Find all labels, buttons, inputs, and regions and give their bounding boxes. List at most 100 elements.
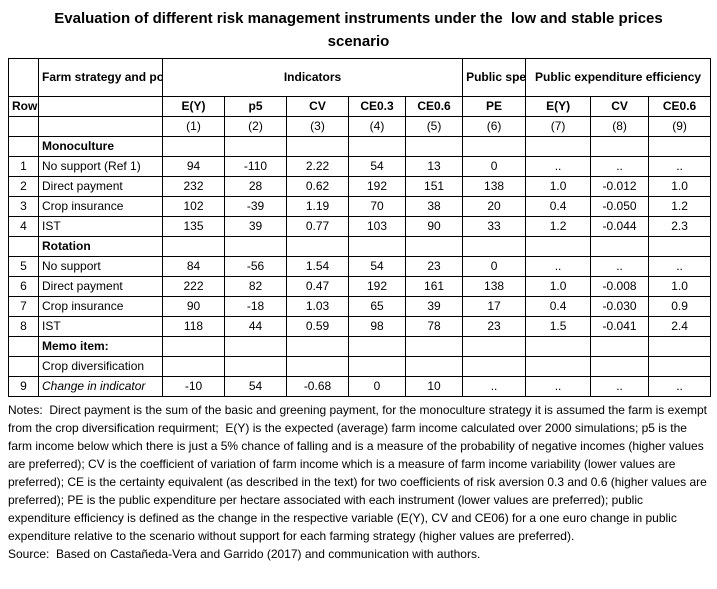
value-cell: -0.044: [590, 216, 650, 237]
header-col-cv2: CV: [590, 96, 650, 117]
row-number-cell: 7: [8, 296, 39, 317]
value-cell: 23: [462, 316, 527, 337]
value-cell: 33: [462, 216, 527, 237]
value-cell: 192: [348, 176, 406, 197]
value-cell: -110: [224, 156, 287, 177]
table-row-5: 5 No support 84 -56 1.54 54 23 0 .. .. .…: [8, 256, 712, 277]
strategy-label-cell: Crop insurance: [38, 196, 163, 217]
value-cell: 0: [462, 156, 527, 177]
value-cell: -18: [224, 296, 287, 317]
header-empty-cell: [8, 58, 39, 97]
value-cell: 1.0: [525, 276, 592, 297]
value-cell: ..: [590, 156, 650, 177]
section-row-monoculture: Monoculture: [8, 136, 712, 157]
row-number-cell: 2: [8, 176, 39, 197]
header-columns-row: Row E(Y) p5 CV CE0.3 CE0.6 PE E(Y) CV CE…: [8, 96, 712, 117]
header-num-6: (6): [462, 116, 527, 137]
row-number-cell: 4: [8, 216, 39, 237]
value-cell: 161: [404, 276, 464, 297]
header-row-label: Row: [8, 96, 39, 117]
value-cell: ..: [590, 376, 650, 397]
row-number-cell: 1: [8, 156, 39, 177]
page: Evaluation of different risk management …: [0, 7, 717, 589]
value-cell: 65: [348, 296, 406, 317]
value-cell: 1.0: [648, 176, 712, 197]
section-label: Rotation: [38, 236, 163, 257]
value-cell: ..: [590, 256, 650, 277]
value-cell: 20: [462, 196, 527, 217]
header-num-3: (3): [286, 116, 349, 137]
value-cell: 23: [404, 256, 464, 277]
header-empty-cell: [38, 96, 163, 117]
value-cell: 54: [348, 156, 406, 177]
value-cell: 70: [348, 196, 406, 217]
header-col-pe: PE: [462, 96, 527, 117]
value-cell: -39: [224, 196, 287, 217]
header-num-4: (4): [348, 116, 406, 137]
header-num-7: (7): [525, 116, 592, 137]
strategy-label-cell: Change in indicator: [38, 376, 163, 397]
table-row-7: 7 Crop insurance 90 -18 1.03 65 39 17 0.…: [8, 296, 712, 317]
strategy-label-cell: No support (Ref 1): [38, 156, 163, 177]
value-cell: 118: [162, 316, 225, 337]
header-num-1: (1): [162, 116, 225, 137]
value-cell: 1.54: [286, 256, 349, 277]
table-row-2: 2 Direct payment 232 28 0.62 192 151 138…: [8, 176, 712, 197]
value-cell: 44: [224, 316, 287, 337]
value-cell: 82: [224, 276, 287, 297]
header-col-ce03: CE0.3: [348, 96, 406, 117]
value-cell: -0.012: [590, 176, 650, 197]
table-row-3: 3 Crop insurance 102 -39 1.19 70 38 20 0…: [8, 196, 712, 217]
section-row-rotation: Rotation: [8, 236, 712, 257]
header-farm-strategy: Farm strategy and policy instrument: [38, 58, 163, 97]
value-cell: 1.0: [648, 276, 712, 297]
value-cell: 138: [462, 176, 527, 197]
value-cell: -56: [224, 256, 287, 277]
row-number-cell: 5: [8, 256, 39, 277]
value-cell: 1.2: [648, 196, 712, 217]
header-indicators: Indicators: [161, 58, 464, 97]
value-cell: 1.2: [525, 216, 592, 237]
header-col-ey: E(Y): [162, 96, 225, 117]
value-cell: 1.5: [525, 316, 592, 337]
value-cell: 2.4: [648, 316, 712, 337]
value-cell: 28: [224, 176, 287, 197]
value-cell: 1.19: [286, 196, 349, 217]
row-number-cell: 8: [8, 316, 39, 337]
value-cell: 0.4: [525, 296, 592, 317]
value-cell: 39: [404, 296, 464, 317]
header-public-spending: Public spending: [462, 58, 527, 97]
value-cell: 84: [162, 256, 225, 277]
header-col-p5: p5: [224, 96, 287, 117]
header-numbers-row: (1) (2) (3) (4) (5) (6) (7) (8) (9): [8, 116, 712, 137]
table-row-4: 4 IST 135 39 0.77 103 90 33 1.2 -0.044 2…: [8, 216, 712, 237]
value-cell: 2.22: [286, 156, 349, 177]
value-cell: 1.03: [286, 296, 349, 317]
value-cell: 0: [462, 256, 527, 277]
row-number-cell: 6: [8, 276, 39, 297]
value-cell: 222: [162, 276, 225, 297]
header-col-ce06: CE0.6: [404, 96, 464, 117]
value-cell: 38: [404, 196, 464, 217]
header-group-row: Farm strategy and policy instrument Indi…: [8, 58, 712, 97]
section-label: Memo item:: [38, 336, 163, 357]
results-table: Farm strategy and policy instrument Indi…: [8, 58, 712, 397]
value-cell: 10: [404, 376, 464, 397]
strategy-label-cell: Crop insurance: [38, 296, 163, 317]
value-cell: 0: [348, 376, 406, 397]
page-title: Evaluation of different risk management …: [54, 10, 667, 50]
value-cell: 232: [162, 176, 225, 197]
value-cell: 0.9: [648, 296, 712, 317]
value-cell: 94: [162, 156, 225, 177]
table-row-1: 1 No support (Ref 1) 94 -110 2.22 54 13 …: [8, 156, 712, 177]
value-cell: -0.050: [590, 196, 650, 217]
header-empty-cell: [8, 116, 39, 137]
header-num-8: (8): [590, 116, 650, 137]
value-cell: 1.0: [525, 176, 592, 197]
header-num-9: (9): [648, 116, 712, 137]
header-col-ce062: CE0.6: [648, 96, 712, 117]
value-cell: 103: [348, 216, 406, 237]
strategy-label-cell: Direct payment: [38, 176, 163, 197]
strategy-label-cell: IST: [38, 216, 163, 237]
header-col-ey2: E(Y): [525, 96, 592, 117]
